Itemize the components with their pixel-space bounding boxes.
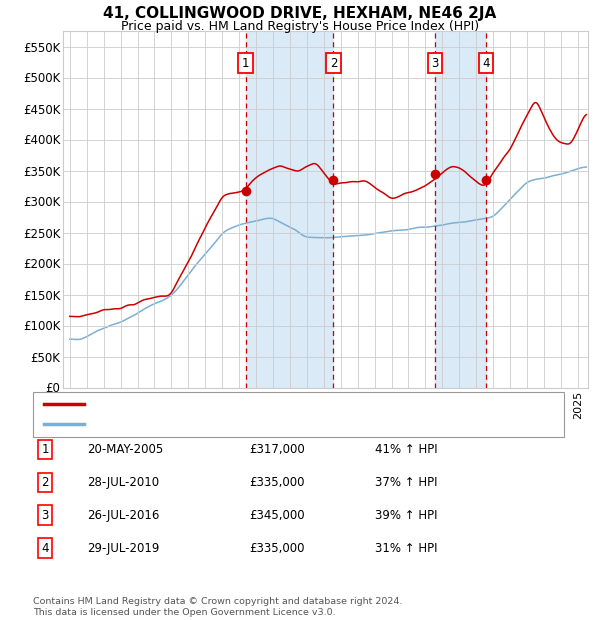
Text: £335,000: £335,000 bbox=[249, 542, 305, 554]
Text: 41% ↑ HPI: 41% ↑ HPI bbox=[375, 443, 437, 456]
Text: 1: 1 bbox=[41, 443, 49, 456]
Text: HPI: Average price, detached house, Northumberland: HPI: Average price, detached house, Nort… bbox=[91, 419, 389, 429]
Text: Contains HM Land Registry data © Crown copyright and database right 2024.
This d: Contains HM Land Registry data © Crown c… bbox=[33, 598, 403, 617]
Text: 29-JUL-2019: 29-JUL-2019 bbox=[87, 542, 160, 554]
Text: Price paid vs. HM Land Registry's House Price Index (HPI): Price paid vs. HM Land Registry's House … bbox=[121, 20, 479, 33]
Text: 31% ↑ HPI: 31% ↑ HPI bbox=[375, 542, 437, 554]
Text: 4: 4 bbox=[41, 542, 49, 554]
Text: 41, COLLINGWOOD DRIVE, HEXHAM, NE46 2JA: 41, COLLINGWOOD DRIVE, HEXHAM, NE46 2JA bbox=[103, 6, 497, 21]
Text: 3: 3 bbox=[41, 509, 49, 521]
Text: 1: 1 bbox=[242, 56, 250, 69]
Text: 3: 3 bbox=[431, 56, 439, 69]
Text: £335,000: £335,000 bbox=[249, 476, 305, 489]
Text: 37% ↑ HPI: 37% ↑ HPI bbox=[375, 476, 437, 489]
Text: 41, COLLINGWOOD DRIVE, HEXHAM, NE46 2JA (detached house): 41, COLLINGWOOD DRIVE, HEXHAM, NE46 2JA … bbox=[91, 399, 451, 409]
Text: 28-JUL-2010: 28-JUL-2010 bbox=[87, 476, 159, 489]
Text: 39% ↑ HPI: 39% ↑ HPI bbox=[375, 509, 437, 521]
Bar bbox=[245, 31, 334, 388]
Text: 26-JUL-2016: 26-JUL-2016 bbox=[87, 509, 160, 521]
Text: £317,000: £317,000 bbox=[249, 443, 305, 456]
Text: 4: 4 bbox=[482, 56, 490, 69]
Text: 2: 2 bbox=[330, 56, 337, 69]
Bar bbox=[435, 31, 486, 388]
Text: £345,000: £345,000 bbox=[249, 509, 305, 521]
Text: 2: 2 bbox=[41, 476, 49, 489]
Text: 20-MAY-2005: 20-MAY-2005 bbox=[87, 443, 163, 456]
